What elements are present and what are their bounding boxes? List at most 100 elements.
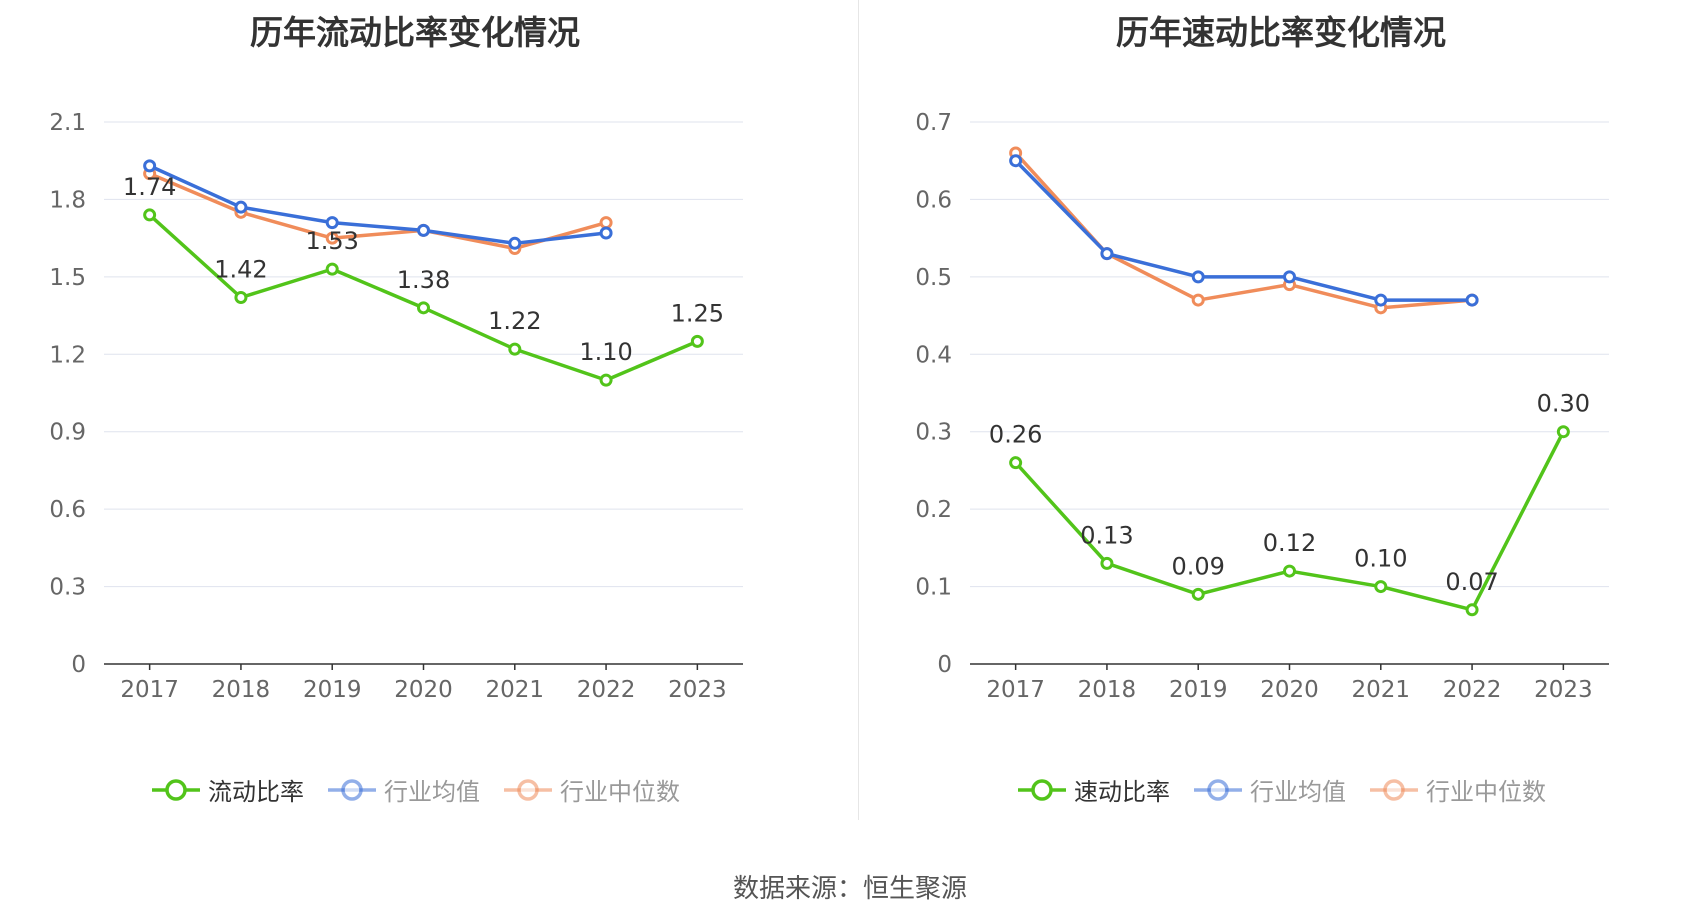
y-tick-label: 0.4 [915,342,952,368]
y-tick-label: 0.6 [49,497,86,523]
x-tick-label: 2022 [577,677,636,703]
data-label: 1.22 [488,307,541,335]
chart-title: 历年流动比率变化情况 [250,13,580,52]
data-label: 0.12 [1263,529,1316,557]
data-point[interactable] [325,262,339,276]
legend-line-circle-icon [1018,778,1066,801]
data-point[interactable] [417,301,430,315]
y-tick-label: 0.2 [915,497,952,523]
data-point[interactable] [234,291,248,305]
data-label: 1.74 [123,173,176,201]
data-label: 1.53 [305,227,358,255]
data-point[interactable] [508,342,522,356]
data-point[interactable] [417,223,430,237]
y-tick-label: 0.6 [915,187,952,213]
data-point[interactable] [1465,293,1479,307]
data-point[interactable] [1374,580,1388,594]
x-tick-label: 2017 [120,677,179,703]
y-tick-label: 1.5 [49,265,86,291]
data-label: 0.26 [989,421,1042,449]
legend-label: 行业中位数 [1426,778,1546,806]
y-tick-label: 0.7 [915,110,952,136]
data-point[interactable] [1556,425,1570,439]
industry-average-series [143,159,613,250]
x-tick-label: 2021 [1352,677,1411,703]
data-label: 0.07 [1445,568,1498,596]
x-tick-label: 2022 [1443,677,1502,703]
legend-line-circle-icon [328,778,376,801]
data-point[interactable] [143,159,157,173]
data-point[interactable] [690,334,704,348]
data-label: 0.09 [1171,552,1224,580]
quick-ratio-chart: 0 0.1 0.2 0.3 0.4 0.5 0.6 0.7 2017 2018 2019 2020 20… [915,110,1609,703]
data-point[interactable] [325,231,339,245]
data-label: 0.30 [1537,390,1590,418]
data-point[interactable] [325,216,339,230]
series-line [148,172,607,251]
y-tick-label: 0.3 [915,420,952,446]
y-tick-label: 1.8 [49,187,86,213]
primary-series [143,208,704,387]
x-tick-label: 2017 [986,677,1045,703]
legend-item-industry-average-series[interactable]: 行业均值 [326,772,480,807]
x-tick-label: 2019 [1169,677,1228,703]
legend-item-industry-average-series[interactable]: 行业均值 [1192,772,1346,807]
legend-line-circle-icon [1370,778,1418,801]
series-line [1014,159,1473,302]
legend-label: 行业中位数 [560,778,680,806]
y-tick-label: 0.9 [49,420,86,446]
data-point[interactable] [1009,154,1023,168]
data-point[interactable] [1465,603,1479,617]
data-point[interactable] [1283,564,1296,578]
data-label: 1.38 [397,266,450,294]
data-point[interactable] [1283,270,1296,284]
data-point[interactable] [1191,587,1205,601]
data-point[interactable] [1191,270,1205,284]
chart-legend: 速动比率 行业均值 行业中位数 [866,772,1696,807]
data-point[interactable] [234,200,248,214]
legend-item-industry-median-series[interactable]: 行业中位数 [502,772,680,807]
legend-label: 行业均值 [1250,778,1346,806]
data-point[interactable] [599,373,613,387]
chart-legend: 流动比率 行业均值 行业中位数 [0,772,830,807]
chart-title: 历年速动比率变化情况 [1116,13,1446,52]
data-point[interactable] [599,216,613,230]
data-source-note: 数据来源：恒生聚源 [732,874,967,904]
data-label: 1.10 [579,338,632,366]
y-tick-label: 0.5 [915,265,952,291]
data-label: 1.25 [671,299,724,327]
data-point[interactable] [143,208,157,222]
data-label: 0.10 [1354,545,1407,573]
x-tick-label: 2021 [486,677,545,703]
legend-item-industry-median-series[interactable]: 行业中位数 [1368,772,1546,807]
legend-item-primary-series[interactable]: 流动比率 [150,772,304,807]
y-tick-label: 0 [71,652,86,678]
data-point[interactable] [1100,247,1114,261]
y-tick-label: 1.2 [49,342,86,368]
legend-line-circle-icon [504,778,552,801]
legend-item-primary-series[interactable]: 速动比率 [1016,772,1170,807]
data-label: 1.42 [214,256,267,284]
primary-series [1009,425,1570,617]
y-tick-label: 0.1 [915,575,952,601]
y-tick-label: 2.1 [49,110,86,136]
x-tick-label: 2019 [303,677,362,703]
x-tick-label: 2023 [668,677,727,703]
current-ratio-chart-panel: 历年流动比率变化情况 0 0.3 0.6 0.9 1.2 1.5 1.8 2.1 2017 201… [0,0,850,830]
data-point[interactable] [508,236,522,250]
y-tick-label: 0 [937,652,952,678]
x-tick-label: 2018 [212,677,271,703]
data-point[interactable] [1009,456,1023,470]
industry-average-series [1009,154,1479,307]
quick-ratio-chart-panel: 历年速动比率变化情况 0 0.1 0.2 0.3 0.4 0.5 0.6 0.7 2017 201… [866,0,1700,830]
series-line [148,164,607,246]
x-tick-label: 2020 [394,677,453,703]
data-point[interactable] [1100,556,1114,570]
industry-median-series [1009,146,1479,315]
panel-divider [858,0,859,820]
data-point[interactable] [1374,293,1388,307]
legend-line-circle-icon [1194,778,1242,801]
x-tick-label: 2020 [1260,677,1319,703]
data-point[interactable] [1191,293,1205,307]
data-point[interactable] [599,226,613,240]
